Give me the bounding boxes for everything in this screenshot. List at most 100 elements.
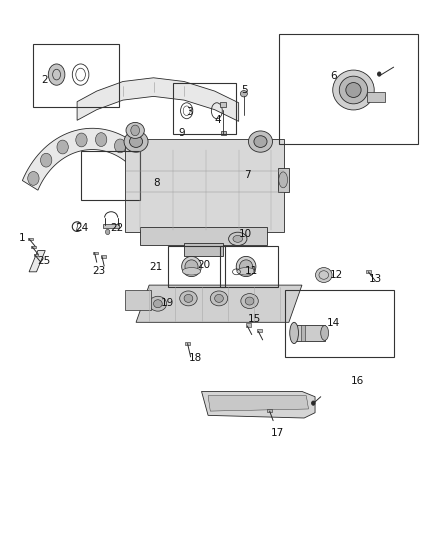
Text: 22: 22 <box>110 223 123 233</box>
Ellipse shape <box>182 268 201 275</box>
Bar <box>81 151 141 200</box>
Ellipse shape <box>279 172 288 188</box>
Bar <box>367 92 385 102</box>
Ellipse shape <box>254 136 267 148</box>
Text: 2: 2 <box>41 75 48 85</box>
Circle shape <box>95 133 107 147</box>
Polygon shape <box>22 128 148 190</box>
Text: 16: 16 <box>350 376 364 386</box>
Bar <box>220 246 279 287</box>
Ellipse shape <box>240 260 253 273</box>
Ellipse shape <box>182 256 201 277</box>
Text: 8: 8 <box>154 178 160 188</box>
Ellipse shape <box>229 232 247 246</box>
Ellipse shape <box>124 131 148 152</box>
Ellipse shape <box>245 297 254 305</box>
Text: 9: 9 <box>179 127 185 138</box>
Bar <box>301 325 305 341</box>
Circle shape <box>114 139 126 153</box>
Text: 4: 4 <box>215 115 222 125</box>
Bar <box>141 227 267 245</box>
Text: 14: 14 <box>327 318 340 328</box>
Bar <box>184 243 223 256</box>
Bar <box>101 255 106 258</box>
Text: 19: 19 <box>161 297 174 308</box>
Polygon shape <box>77 78 239 122</box>
Ellipse shape <box>333 70 374 110</box>
Ellipse shape <box>321 326 328 341</box>
Polygon shape <box>201 391 315 418</box>
Ellipse shape <box>237 268 255 275</box>
Bar <box>279 34 418 144</box>
Text: 23: 23 <box>93 266 106 276</box>
Polygon shape <box>125 290 151 310</box>
Circle shape <box>76 133 87 147</box>
Text: 3: 3 <box>187 107 193 117</box>
Text: 11: 11 <box>245 266 258 276</box>
Circle shape <box>131 125 140 136</box>
Bar <box>28 238 32 240</box>
Bar <box>93 252 99 254</box>
Ellipse shape <box>240 91 247 97</box>
Text: 18: 18 <box>189 353 202 364</box>
Text: 15: 15 <box>248 313 261 324</box>
Ellipse shape <box>210 291 228 306</box>
Bar <box>267 409 272 412</box>
Ellipse shape <box>236 256 256 277</box>
Bar <box>221 131 226 135</box>
Ellipse shape <box>290 322 298 344</box>
Circle shape <box>131 151 143 165</box>
Text: 6: 6 <box>330 71 337 81</box>
Circle shape <box>106 229 110 235</box>
Ellipse shape <box>185 260 198 273</box>
Text: 20: 20 <box>197 260 210 270</box>
Ellipse shape <box>48 64 65 85</box>
Text: 12: 12 <box>330 270 343 280</box>
Bar <box>278 168 289 192</box>
Text: 17: 17 <box>271 429 284 439</box>
Bar <box>257 329 262 332</box>
Ellipse shape <box>241 294 258 309</box>
Ellipse shape <box>339 76 367 104</box>
Bar <box>286 290 394 357</box>
Ellipse shape <box>315 268 332 282</box>
Bar <box>125 139 285 232</box>
Circle shape <box>378 72 381 76</box>
Ellipse shape <box>149 296 166 311</box>
Polygon shape <box>208 395 308 411</box>
Bar <box>173 83 237 134</box>
Ellipse shape <box>130 136 143 148</box>
Text: 1: 1 <box>18 233 25 244</box>
Ellipse shape <box>248 131 272 152</box>
Polygon shape <box>29 251 45 272</box>
Ellipse shape <box>153 300 162 308</box>
Ellipse shape <box>184 294 193 302</box>
Bar <box>366 270 371 273</box>
Circle shape <box>57 140 68 154</box>
Polygon shape <box>136 285 302 322</box>
Ellipse shape <box>215 294 223 302</box>
Text: 13: 13 <box>369 274 382 284</box>
Bar <box>220 102 226 107</box>
Circle shape <box>40 154 52 167</box>
Text: 21: 21 <box>149 262 162 271</box>
Bar <box>246 324 251 327</box>
Text: 10: 10 <box>239 229 252 239</box>
Text: 25: 25 <box>37 256 50 266</box>
Bar <box>34 254 38 256</box>
Text: 7: 7 <box>244 170 251 180</box>
Ellipse shape <box>233 236 243 243</box>
Circle shape <box>311 401 315 405</box>
Text: 24: 24 <box>75 223 88 233</box>
Ellipse shape <box>126 123 145 139</box>
Bar <box>168 246 225 287</box>
Bar <box>33 44 119 107</box>
Text: 5: 5 <box>241 85 247 95</box>
Bar <box>31 246 35 248</box>
Bar <box>185 342 190 345</box>
Bar <box>103 224 119 228</box>
Bar <box>294 325 325 341</box>
Circle shape <box>28 172 39 185</box>
Ellipse shape <box>346 83 361 98</box>
Ellipse shape <box>180 291 197 306</box>
